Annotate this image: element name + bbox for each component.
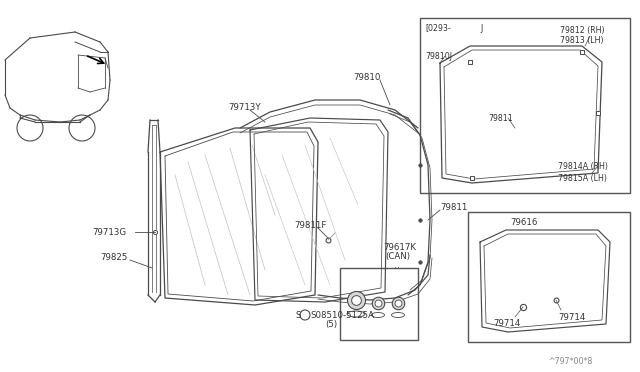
Text: 79810J: 79810J xyxy=(425,51,452,61)
Bar xyxy=(340,268,418,340)
Text: 79815A (LH): 79815A (LH) xyxy=(558,173,607,183)
Text: 79714: 79714 xyxy=(558,312,586,321)
Text: (5): (5) xyxy=(325,320,337,328)
Bar xyxy=(468,212,630,342)
Text: 79812 (RH): 79812 (RH) xyxy=(560,26,605,35)
Text: 79810: 79810 xyxy=(353,73,380,81)
Text: 79813 (LH): 79813 (LH) xyxy=(560,35,604,45)
Text: 79825: 79825 xyxy=(100,253,127,263)
Text: 79713G: 79713G xyxy=(92,228,126,237)
Text: 79617K: 79617K xyxy=(383,244,416,253)
Text: 79814A (RH): 79814A (RH) xyxy=(558,161,608,170)
Text: 79713Y: 79713Y xyxy=(228,103,260,112)
Text: 79811: 79811 xyxy=(488,113,513,122)
Text: (CAN): (CAN) xyxy=(385,253,410,262)
Bar xyxy=(420,18,630,193)
Text: S: S xyxy=(296,311,301,320)
Text: 79811: 79811 xyxy=(440,202,467,212)
Text: ^797*00*8: ^797*00*8 xyxy=(548,357,593,366)
Text: 79616: 79616 xyxy=(510,218,538,227)
Text: 79811F: 79811F xyxy=(294,221,326,230)
Text: S08510-5125A: S08510-5125A xyxy=(310,311,374,320)
Text: J: J xyxy=(480,23,483,32)
Text: [0293-: [0293- xyxy=(425,23,451,32)
Text: 79714: 79714 xyxy=(493,320,520,328)
